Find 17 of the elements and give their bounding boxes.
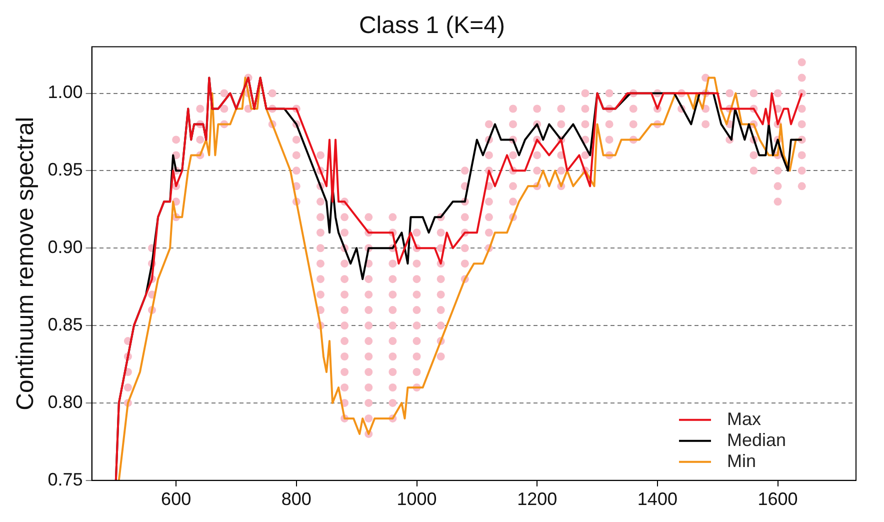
x-tick-label: 600: [161, 489, 192, 510]
y-tick-label: 0.95: [48, 160, 83, 180]
x-tick-label: 1600: [758, 489, 798, 510]
x-tick-label: 800: [281, 489, 312, 510]
legend-label: Min: [727, 450, 756, 471]
y-tick-label: 0.80: [48, 392, 83, 412]
chart-title: Class 1 (K=4): [358, 12, 506, 40]
y-tick-label: 0.75: [48, 469, 83, 490]
y-tick-label: 0.85: [48, 314, 83, 335]
x-tick-label: 1200: [517, 489, 558, 510]
y-tick-label: 0.90: [48, 237, 83, 258]
x-tick-label: 1400: [637, 489, 678, 510]
legend-label: Max: [727, 408, 762, 429]
y-axis-title: Continuum remove spectral: [12, 116, 40, 410]
y-tick-label: 1.00: [48, 82, 83, 102]
legend-label: Median: [727, 430, 786, 450]
x-tick-label: 1000: [396, 489, 437, 510]
